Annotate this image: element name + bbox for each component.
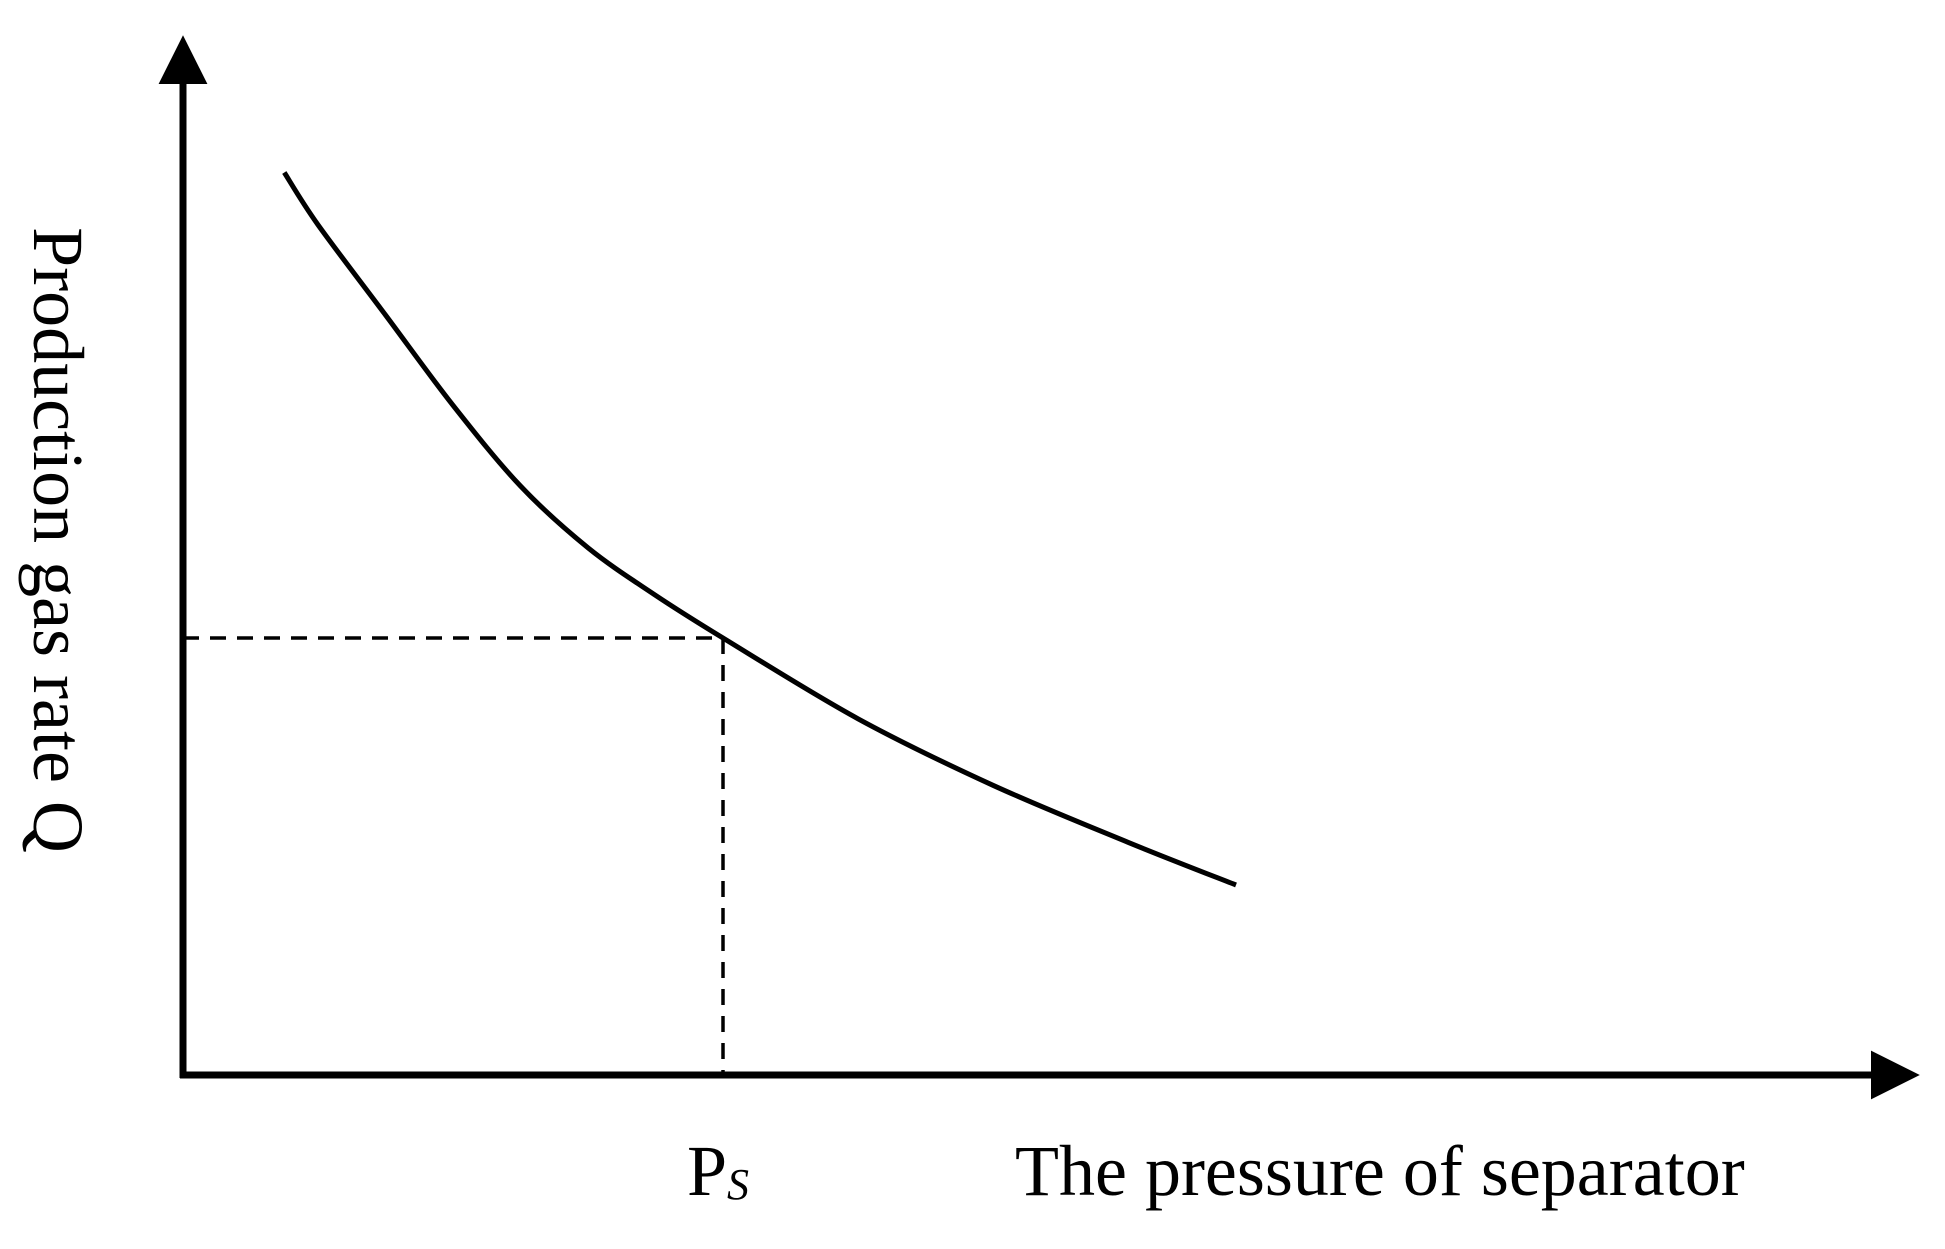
y-axis-label: Production gas rate Q bbox=[18, 227, 98, 853]
x-tick-subscript: S bbox=[727, 1160, 749, 1209]
x-axis-label: The pressure of separator bbox=[1015, 1131, 1745, 1211]
series-line bbox=[282, 171, 1237, 888]
x-tick-main: P bbox=[687, 1131, 727, 1211]
plot-area bbox=[158, 35, 1920, 1100]
x-tick-label: PS bbox=[687, 1131, 749, 1211]
